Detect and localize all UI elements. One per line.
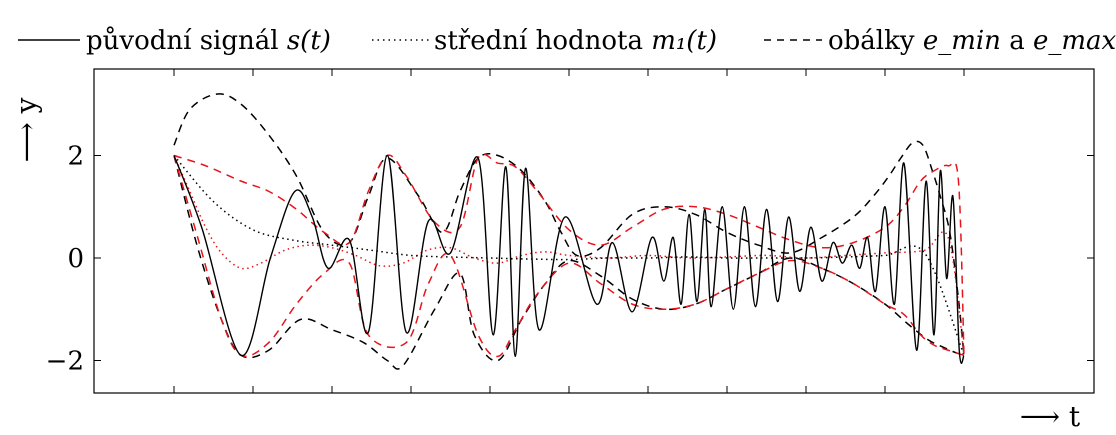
y-tick-label-0: −2 — [46, 347, 84, 377]
legend: původní signál s(t) střední hodnota m₁(t… — [18, 26, 1116, 56]
series-line-4 — [173, 153, 965, 356]
y-axis-label: ⟶ y — [10, 97, 43, 162]
series-line-1 — [173, 155, 965, 356]
series-layer — [173, 93, 965, 370]
plot-frame — [93, 68, 1095, 394]
series-line-0 — [173, 154, 965, 364]
series-line-3 — [173, 155, 965, 370]
legend-label-mean: střední hodnota m₁(t) — [434, 26, 717, 56]
legend-label-envelopes: obálky e_min a e_max — [828, 26, 1116, 56]
legend-label-original-signal: původní signál s(t) — [86, 26, 331, 56]
series-line-5 — [173, 155, 965, 358]
series-line-6 — [173, 155, 965, 356]
y-tick-label-1: 0 — [67, 244, 84, 274]
y-tick-label-2: 2 — [67, 142, 84, 172]
x-axis-label: ⟶ t — [1020, 400, 1081, 433]
ticks: −2 0 2 — [46, 69, 1094, 393]
series-line-2 — [173, 93, 965, 356]
